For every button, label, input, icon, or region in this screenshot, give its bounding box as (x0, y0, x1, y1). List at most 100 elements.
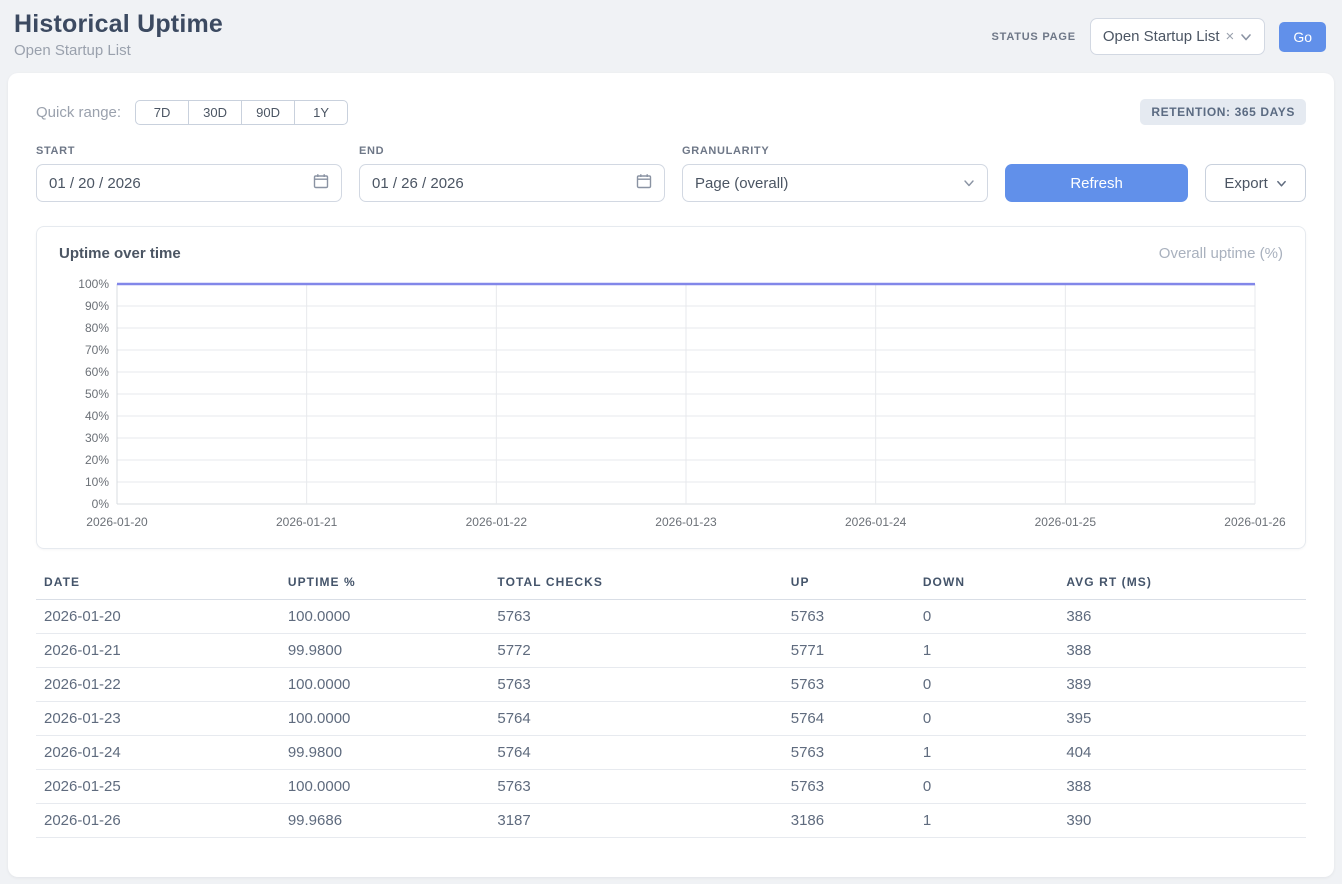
table-cell: 5763 (489, 770, 782, 804)
column-header-up: UP (783, 569, 915, 600)
table-cell: 3187 (489, 804, 782, 838)
calendar-icon[interactable] (636, 173, 652, 193)
end-date-label: END (359, 145, 665, 157)
end-date-value: 01 / 26 / 2026 (372, 175, 636, 192)
granularity-select[interactable]: Page (overall) (682, 164, 988, 202)
refresh-button[interactable]: Refresh (1005, 164, 1188, 202)
chart-legend: Overall uptime (%) (1159, 245, 1283, 262)
table-row: 2026-01-2499.9800576457631404 (36, 736, 1306, 770)
export-button[interactable]: Export (1205, 164, 1306, 202)
table-cell: 1 (915, 736, 1059, 770)
table-cell: 0 (915, 770, 1059, 804)
table-row: 2026-01-23100.0000576457640395 (36, 702, 1306, 736)
quick-range-group: 7D 30D 90D 1Y (135, 100, 348, 125)
table-cell: 0 (915, 600, 1059, 634)
granularity-field: GRANULARITY Page (overall) (682, 145, 988, 202)
svg-text:60%: 60% (85, 365, 109, 379)
filters-row: START 01 / 20 / 2026 END 01 / 26 / 2026 … (36, 145, 1306, 202)
table-row: 2026-01-25100.0000576357630388 (36, 770, 1306, 804)
table-cell: 5763 (783, 600, 915, 634)
header-titles: Historical Uptime Open Startup List (14, 10, 223, 59)
chevron-down-icon (1276, 178, 1287, 189)
table-row: 2026-01-20100.0000576357630386 (36, 600, 1306, 634)
page-title: Historical Uptime (14, 10, 223, 39)
column-header-down: DOWN (915, 569, 1059, 600)
table-cell: 99.9686 (280, 804, 490, 838)
table-cell: 100.0000 (280, 600, 490, 634)
table-cell: 5763 (489, 600, 782, 634)
table-cell: 386 (1058, 600, 1306, 634)
table-cell: 5764 (489, 736, 782, 770)
quick-range-7d-button[interactable]: 7D (135, 100, 189, 125)
uptime-table: DATEUPTIME %TOTAL CHECKSUPDOWNAVG RT (MS… (36, 569, 1306, 838)
svg-text:100%: 100% (78, 277, 109, 291)
svg-text:2026-01-24: 2026-01-24 (845, 515, 907, 529)
svg-text:30%: 30% (85, 431, 109, 445)
table-cell: 5763 (783, 668, 915, 702)
table-cell: 390 (1058, 804, 1306, 838)
table-cell: 2026-01-20 (36, 600, 280, 634)
svg-text:2026-01-20: 2026-01-20 (86, 515, 148, 529)
table-cell: 2026-01-22 (36, 668, 280, 702)
go-button[interactable]: Go (1279, 22, 1326, 52)
end-date-field: END 01 / 26 / 2026 (359, 145, 665, 202)
chevron-down-icon (963, 177, 975, 189)
table-cell: 2026-01-26 (36, 804, 280, 838)
table-header-row: DATEUPTIME %TOTAL CHECKSUPDOWNAVG RT (MS… (36, 569, 1306, 600)
svg-text:40%: 40% (85, 409, 109, 423)
start-date-field: START 01 / 20 / 2026 (36, 145, 342, 202)
quick-range-90d-button[interactable]: 90D (241, 100, 295, 125)
table-cell: 3186 (783, 804, 915, 838)
table-cell: 99.9800 (280, 634, 490, 668)
svg-text:90%: 90% (85, 299, 109, 313)
svg-text:2026-01-22: 2026-01-22 (466, 515, 528, 529)
table-cell: 389 (1058, 668, 1306, 702)
svg-text:2026-01-23: 2026-01-23 (655, 515, 717, 529)
table-cell: 2026-01-25 (36, 770, 280, 804)
table-row: 2026-01-2699.9686318731861390 (36, 804, 1306, 838)
status-page-selected-value: Open Startup List (1103, 28, 1220, 45)
status-page-select[interactable]: Open Startup List × (1090, 18, 1266, 55)
uptime-chart-card: Uptime over time Overall uptime (%) 0% 10… (36, 226, 1306, 549)
svg-text:50%: 50% (85, 387, 109, 401)
header-actions: STATUS PAGE Open Startup List × Go (992, 18, 1326, 55)
table-cell: 2026-01-24 (36, 736, 280, 770)
table-cell: 100.0000 (280, 770, 490, 804)
table-cell: 395 (1058, 702, 1306, 736)
end-date-input[interactable]: 01 / 26 / 2026 (359, 164, 665, 202)
table-cell: 1 (915, 804, 1059, 838)
column-header-date: DATE (36, 569, 280, 600)
table-cell: 0 (915, 668, 1059, 702)
table-cell: 5763 (489, 668, 782, 702)
table-cell: 5763 (783, 770, 915, 804)
column-header-uptime-: UPTIME % (280, 569, 490, 600)
table-cell: 5772 (489, 634, 782, 668)
table-cell: 100.0000 (280, 702, 490, 736)
table-row: 2026-01-22100.0000576357630389 (36, 668, 1306, 702)
table-cell: 2026-01-21 (36, 634, 280, 668)
page-subtitle: Open Startup List (14, 42, 223, 59)
svg-text:10%: 10% (85, 475, 109, 489)
column-header-total-checks: TOTAL CHECKS (489, 569, 782, 600)
clear-selection-icon[interactable]: × (1226, 29, 1235, 44)
svg-text:70%: 70% (85, 343, 109, 357)
table-cell: 388 (1058, 634, 1306, 668)
start-date-label: START (36, 145, 342, 157)
table-cell: 1 (915, 634, 1059, 668)
table-cell: 99.9800 (280, 736, 490, 770)
chart-title: Uptime over time (59, 245, 181, 262)
svg-text:2026-01-21: 2026-01-21 (276, 515, 338, 529)
svg-text:80%: 80% (85, 321, 109, 335)
calendar-icon[interactable] (313, 173, 329, 193)
retention-badge: RETENTION: 365 DAYS (1140, 99, 1306, 125)
svg-text:0%: 0% (92, 497, 110, 511)
quick-range-1y-button[interactable]: 1Y (294, 100, 348, 125)
granularity-selected-value: Page (overall) (695, 175, 963, 192)
chevron-down-icon (1240, 31, 1252, 43)
main-panel: Quick range: 7D 30D 90D 1Y RETENTION: 36… (8, 73, 1334, 877)
uptime-line-chart: 0%10%20%30%40%50%60%70%80%90%100%2026-01… (59, 276, 1283, 534)
granularity-label: GRANULARITY (682, 145, 988, 157)
quick-range-30d-button[interactable]: 30D (188, 100, 242, 125)
start-date-input[interactable]: 01 / 20 / 2026 (36, 164, 342, 202)
quick-range-row: Quick range: 7D 30D 90D 1Y RETENTION: 36… (36, 99, 1306, 125)
